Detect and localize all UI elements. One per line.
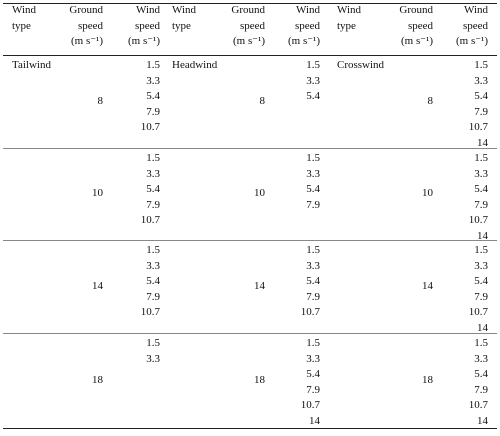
wind-speed: 5.4 [474,368,488,380]
wind-speed: 7.9 [474,105,488,118]
wind-speed: 5.4 [146,90,160,102]
column-header: Wind type [172,4,196,32]
wind-speed: 3.3 [146,167,160,180]
wind-speed: 10.7 [468,214,488,226]
wind-speed: 1.5 [474,244,488,256]
wind-speed: 7.9 [146,290,160,303]
wind-speed: 1.5 [474,337,488,349]
wind-speed: 7.9 [306,383,320,396]
wind-speed: 5.4 [146,275,160,287]
wind-speed: 5.4 [146,183,160,195]
wind-type: Crosswind [337,59,385,71]
ground-speed: 10 [92,187,103,200]
wind-speed: 1.5 [306,244,320,256]
wind-speed: 10.7 [300,399,320,411]
column-header: Ground speed (m s⁻¹) [399,4,433,47]
wind-speed: 3.3 [474,259,488,272]
wind-speed: 1.5 [474,152,488,164]
ground-speed: 14 [422,279,433,292]
ground-speed: 14 [92,279,103,292]
wind-speed: 1.5 [306,337,320,349]
wind-speed: 1.5 [146,59,160,71]
wind-speed: 5.4 [306,368,320,380]
column-header: Ground speed (m s⁻¹) [69,4,103,47]
ground-speed: 14 [254,279,265,292]
column-header: Wind speed (m s⁻¹) [455,4,488,47]
bottom-rule [3,428,497,429]
wind-speed: 5.4 [474,275,488,287]
wind-speed: 3.3 [306,259,320,272]
wind-speed: 10.7 [468,399,488,411]
group-rule [3,240,497,241]
column-header: Wind speed (m s⁻¹) [287,4,320,47]
wind-type: Headwind [172,59,218,71]
wind-speed: 5.4 [306,90,320,102]
wind-speed: 1.5 [146,244,160,256]
column-header: Ground speed (m s⁻¹) [231,4,265,47]
wind-speed: 10.7 [140,306,160,318]
ground-speed: 18 [422,373,433,386]
ground-speed: 10 [422,187,433,200]
wind-speed: 10.7 [468,306,488,318]
wind-speed: 14 [477,321,488,334]
wind-speed: 7.9 [474,198,488,211]
wind-speed: 7.9 [306,290,320,303]
wind-speed: 1.5 [306,152,320,164]
ground-speed: 18 [254,373,265,386]
wind-speed: 3.3 [306,352,320,365]
wind-speed: 3.3 [146,74,160,87]
column-header: Wind type [12,4,36,32]
wind-speed: 10.7 [140,121,160,133]
ground-speed: 10 [254,187,265,200]
wind-speed: 3.3 [306,74,320,87]
wind-speed: 5.4 [306,275,320,287]
wind-speed: 10.7 [468,121,488,133]
wind-type: Tailwind [12,59,51,71]
top-rule [3,3,497,4]
wind-speed: 10.7 [300,306,320,318]
column-header: Wind type [337,4,361,32]
wind-speed: 3.3 [474,167,488,180]
wind-speed: 7.9 [146,198,160,211]
ground-speed: 8 [259,94,266,107]
ground-speed: 18 [92,373,103,386]
wind-speed: 7.9 [306,198,320,211]
wind-speed: 7.9 [474,383,488,396]
group-rule [3,333,497,334]
wind-speed: 3.3 [306,167,320,180]
wind-speed: 3.3 [146,259,160,272]
wind-speed: 14 [477,229,488,242]
wind-speed: 3.3 [474,352,488,365]
ground-speed: 8 [97,94,104,107]
wind-speed: 5.4 [474,90,488,102]
wind-speed: 5.4 [474,183,488,195]
wind-speed: 5.4 [306,183,320,195]
wind-speed: 1.5 [306,59,320,71]
wind-speed: 3.3 [474,74,488,87]
wind-speed: 14 [477,414,488,427]
ground-speed: 8 [427,94,434,107]
wind-speed: 7.9 [146,105,160,118]
wind-speed: 7.9 [474,290,488,303]
column-header: Wind speed (m s⁻¹) [127,4,160,47]
group-rule [3,148,497,149]
wind-speed: 1.5 [474,59,488,71]
wind-speed: 14 [477,136,488,149]
wind-speed: 14 [309,414,320,427]
wind-speed: 1.5 [146,152,160,164]
wind-speed: 1.5 [146,337,160,349]
header-rule [3,55,497,56]
wind-speed: 10.7 [140,214,160,226]
wind-speed: 3.3 [146,352,160,365]
